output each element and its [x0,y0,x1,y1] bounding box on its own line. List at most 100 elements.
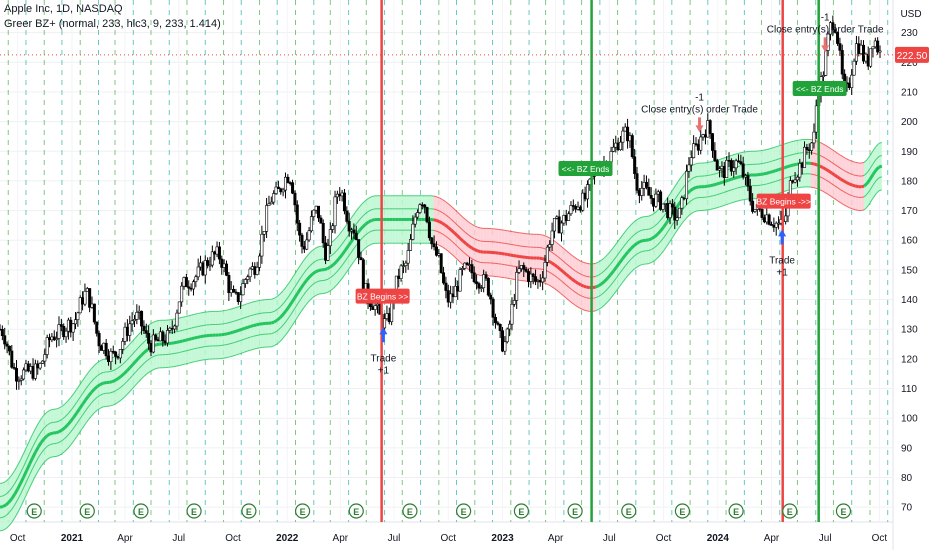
band-line-outer-bottom [303,303,308,309]
candle-body [555,216,559,219]
earnings-label: E [461,507,467,517]
band-line-mid [435,219,440,224]
candle-body [137,310,141,313]
band-line-outer-bottom [129,388,134,392]
candle [475,274,479,290]
currency-button[interactable]: USD [896,6,926,24]
band-line-inner-top [843,169,847,173]
band-line-outer-bottom [793,187,797,190]
candle-body [66,319,70,332]
band-line-inner-bottom [64,435,69,439]
candle [166,325,170,347]
earnings-label: E [787,507,793,517]
candle [857,36,861,57]
earnings-icon [728,503,744,519]
candle-body [40,360,44,364]
band-line-inner-bottom [253,334,257,337]
candle-body [279,188,283,193]
band-line-outer-top [335,234,340,239]
band-line-outer-top [97,360,101,364]
band-line-mid [256,322,260,327]
candle-body [449,293,453,303]
band-line-mid [459,237,465,243]
band-line-inner-top [439,210,443,213]
band-line-outer-top [179,316,183,319]
x-tick-label: Jul [819,533,832,544]
candle-body [498,324,502,331]
band-line-mid [842,179,848,184]
band-line-inner-bottom [306,287,311,292]
band-line-inner-top [335,247,340,252]
band-line-mid [583,284,588,289]
band-line-inner-bottom [8,509,13,514]
candle [522,262,526,278]
earnings-label: E [84,507,90,517]
candle [614,135,618,153]
band-line-mid [340,249,347,256]
band-line-mid [565,273,571,279]
band-line-outer-top [471,223,476,227]
bz-label: <<- BZ Ends [792,80,847,96]
candle [45,334,49,359]
band-line-inner-bottom [866,189,871,195]
candle-body [361,259,365,290]
band-line-inner-top [371,208,375,211]
candle-body [260,233,264,257]
earnings-icon [782,503,798,519]
band-line-outer-top [562,247,567,252]
band-line-outer-bottom [872,193,877,199]
band-line-mid [326,265,332,271]
band-line-mid [13,488,19,495]
candle-body [814,105,818,133]
band-line-outer-bottom [103,405,107,408]
band-line-inner-bottom [238,339,242,342]
earnings-icon [79,503,95,519]
candle [227,271,231,301]
band-line-outer-bottom [327,290,331,293]
band-line-mid [730,176,735,181]
band-line-mid [273,318,279,324]
last-price-label: 222.50 [897,51,928,62]
band-line-outer-bottom [34,470,39,477]
candle [463,262,467,271]
band-line-inner-top [639,229,644,232]
band-line-outer-bottom [58,453,63,456]
candle [321,219,325,248]
band-line-outer-bottom [309,297,313,301]
band-line-outer-top [309,249,313,254]
candle [581,189,585,212]
candle [215,241,219,258]
band-line-outer-bottom [636,264,641,268]
candle [234,288,238,295]
band-line-outer-bottom [707,208,711,211]
band-line-mid [314,269,320,274]
candle [640,181,644,201]
band-line-mid [305,275,311,282]
candle-body [104,342,108,357]
candle-body [114,351,118,357]
candle-body [161,331,165,342]
band-line-outer-top [769,147,773,150]
band-line-inner-top [34,436,39,442]
band-line-outer-bottom [554,288,558,292]
band-line-outer-top [229,308,234,310]
band-line-inner-top [82,389,86,394]
band-line-inner-top [651,225,655,229]
candle [491,297,495,326]
band-line-inner-bottom [831,183,835,187]
candle-body [399,265,403,279]
band-line-inner-bottom [598,294,602,297]
candle-body [331,225,335,230]
candle [132,314,136,328]
trade-text: Close entry(s) order Trade [641,104,758,115]
candle [208,256,212,272]
band-line-outer-bottom [55,455,60,457]
band-line-outer-bottom [150,369,154,372]
band-line-inner-top [0,495,4,497]
candle [729,158,733,176]
band-line-outer-bottom [238,352,242,355]
band-line-inner-top [598,272,602,276]
band-line-inner-bottom [639,250,644,253]
band-line-inner-bottom [855,196,859,198]
